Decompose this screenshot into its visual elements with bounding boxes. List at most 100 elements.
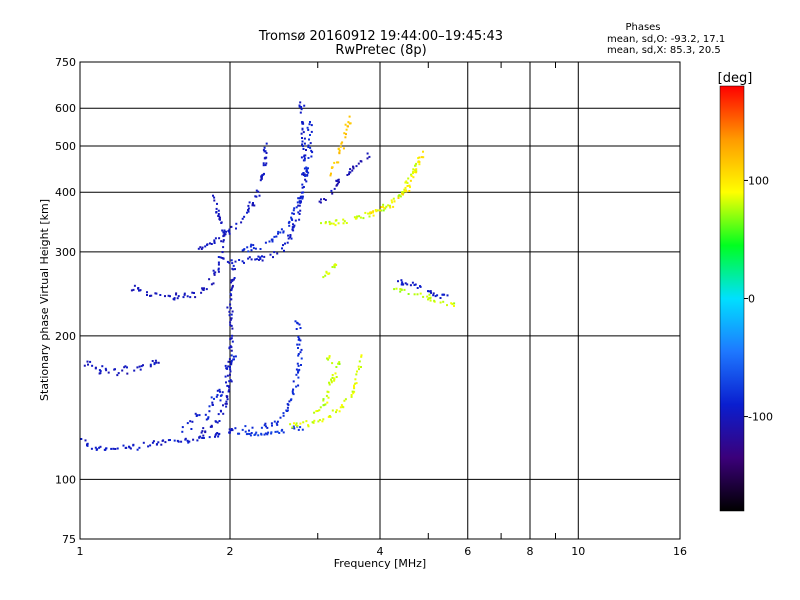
x-tick-label: 8 bbox=[527, 545, 534, 558]
data-point bbox=[303, 104, 306, 107]
data-point bbox=[190, 428, 193, 430]
data-point bbox=[218, 432, 221, 435]
data-point bbox=[310, 130, 313, 133]
data-point bbox=[311, 151, 314, 154]
data-point bbox=[310, 155, 313, 158]
data-point bbox=[157, 361, 160, 364]
data-point bbox=[231, 279, 234, 282]
data-point bbox=[294, 219, 297, 222]
data-point bbox=[378, 209, 381, 212]
y-tick-label: 300 bbox=[55, 246, 76, 259]
data-point bbox=[336, 182, 339, 185]
data-point bbox=[238, 259, 241, 261]
data-point bbox=[266, 433, 269, 436]
data-point bbox=[390, 199, 393, 202]
data-point bbox=[259, 256, 262, 259]
data-point bbox=[295, 423, 297, 426]
data-point bbox=[105, 447, 107, 450]
data-point bbox=[265, 425, 267, 428]
data-point bbox=[201, 430, 204, 433]
data-point bbox=[202, 427, 205, 430]
data-point bbox=[232, 358, 235, 361]
data-point bbox=[300, 156, 303, 159]
chart-subtitle: RwPretec (8p) bbox=[335, 43, 426, 58]
data-point bbox=[353, 384, 355, 387]
data-point bbox=[128, 446, 131, 449]
data-point bbox=[332, 222, 335, 225]
data-point bbox=[289, 234, 292, 236]
data-point bbox=[368, 155, 371, 158]
data-point bbox=[270, 422, 273, 425]
data-point bbox=[247, 204, 250, 207]
data-point bbox=[213, 240, 216, 243]
data-point bbox=[247, 250, 250, 253]
data-point bbox=[224, 375, 227, 378]
data-point bbox=[138, 365, 141, 368]
data-point bbox=[409, 179, 412, 182]
data-point bbox=[235, 227, 237, 230]
data-point bbox=[208, 410, 211, 413]
data-point bbox=[244, 425, 247, 428]
data-point bbox=[420, 156, 423, 159]
data-point bbox=[338, 361, 341, 364]
data-point bbox=[341, 405, 344, 408]
data-point bbox=[400, 283, 403, 286]
data-point bbox=[297, 336, 300, 338]
data-point bbox=[225, 367, 228, 370]
data-point bbox=[439, 297, 442, 299]
data-point bbox=[229, 293, 232, 295]
data-point bbox=[218, 388, 221, 391]
colorbar-tick-label: -100 bbox=[748, 411, 773, 424]
data-point bbox=[183, 293, 186, 296]
data-point bbox=[187, 441, 190, 444]
data-point bbox=[231, 284, 234, 287]
data-point bbox=[265, 152, 268, 154]
data-point bbox=[139, 368, 142, 371]
y-tick-label: 500 bbox=[55, 140, 76, 153]
data-point bbox=[417, 157, 420, 160]
data-point bbox=[295, 206, 298, 209]
data-point bbox=[292, 212, 295, 215]
data-point bbox=[217, 413, 220, 416]
data-point bbox=[322, 398, 325, 401]
data-point bbox=[152, 440, 155, 443]
data-point bbox=[254, 247, 257, 250]
data-point bbox=[244, 430, 247, 433]
data-point bbox=[408, 184, 411, 187]
data-point bbox=[218, 420, 221, 422]
data-point bbox=[103, 448, 106, 451]
data-point bbox=[305, 180, 308, 183]
data-point bbox=[110, 447, 113, 450]
data-point bbox=[157, 441, 160, 444]
data-point bbox=[206, 243, 208, 246]
data-point bbox=[380, 209, 383, 212]
data-point bbox=[277, 230, 280, 233]
data-point bbox=[270, 432, 273, 435]
data-point bbox=[245, 433, 248, 436]
data-point bbox=[219, 256, 222, 259]
data-point bbox=[229, 337, 232, 340]
data-point bbox=[257, 190, 260, 193]
data-point bbox=[374, 209, 377, 211]
data-point bbox=[229, 321, 232, 324]
data-point bbox=[305, 168, 308, 171]
data-point bbox=[335, 179, 338, 182]
data-point bbox=[309, 134, 311, 136]
data-point bbox=[270, 431, 273, 434]
data-point bbox=[286, 406, 289, 409]
data-point bbox=[297, 369, 300, 372]
data-point bbox=[329, 174, 332, 177]
data-point bbox=[260, 433, 263, 436]
data-point bbox=[328, 355, 331, 358]
data-point bbox=[228, 261, 231, 264]
data-point bbox=[302, 174, 305, 176]
data-point bbox=[296, 322, 299, 325]
data-point bbox=[250, 258, 253, 261]
data-point bbox=[318, 200, 321, 203]
data-point bbox=[264, 422, 267, 425]
data-point bbox=[342, 218, 345, 221]
grid-lines bbox=[80, 62, 680, 539]
data-point bbox=[286, 241, 289, 244]
data-point bbox=[389, 206, 392, 209]
data-point bbox=[263, 424, 266, 427]
